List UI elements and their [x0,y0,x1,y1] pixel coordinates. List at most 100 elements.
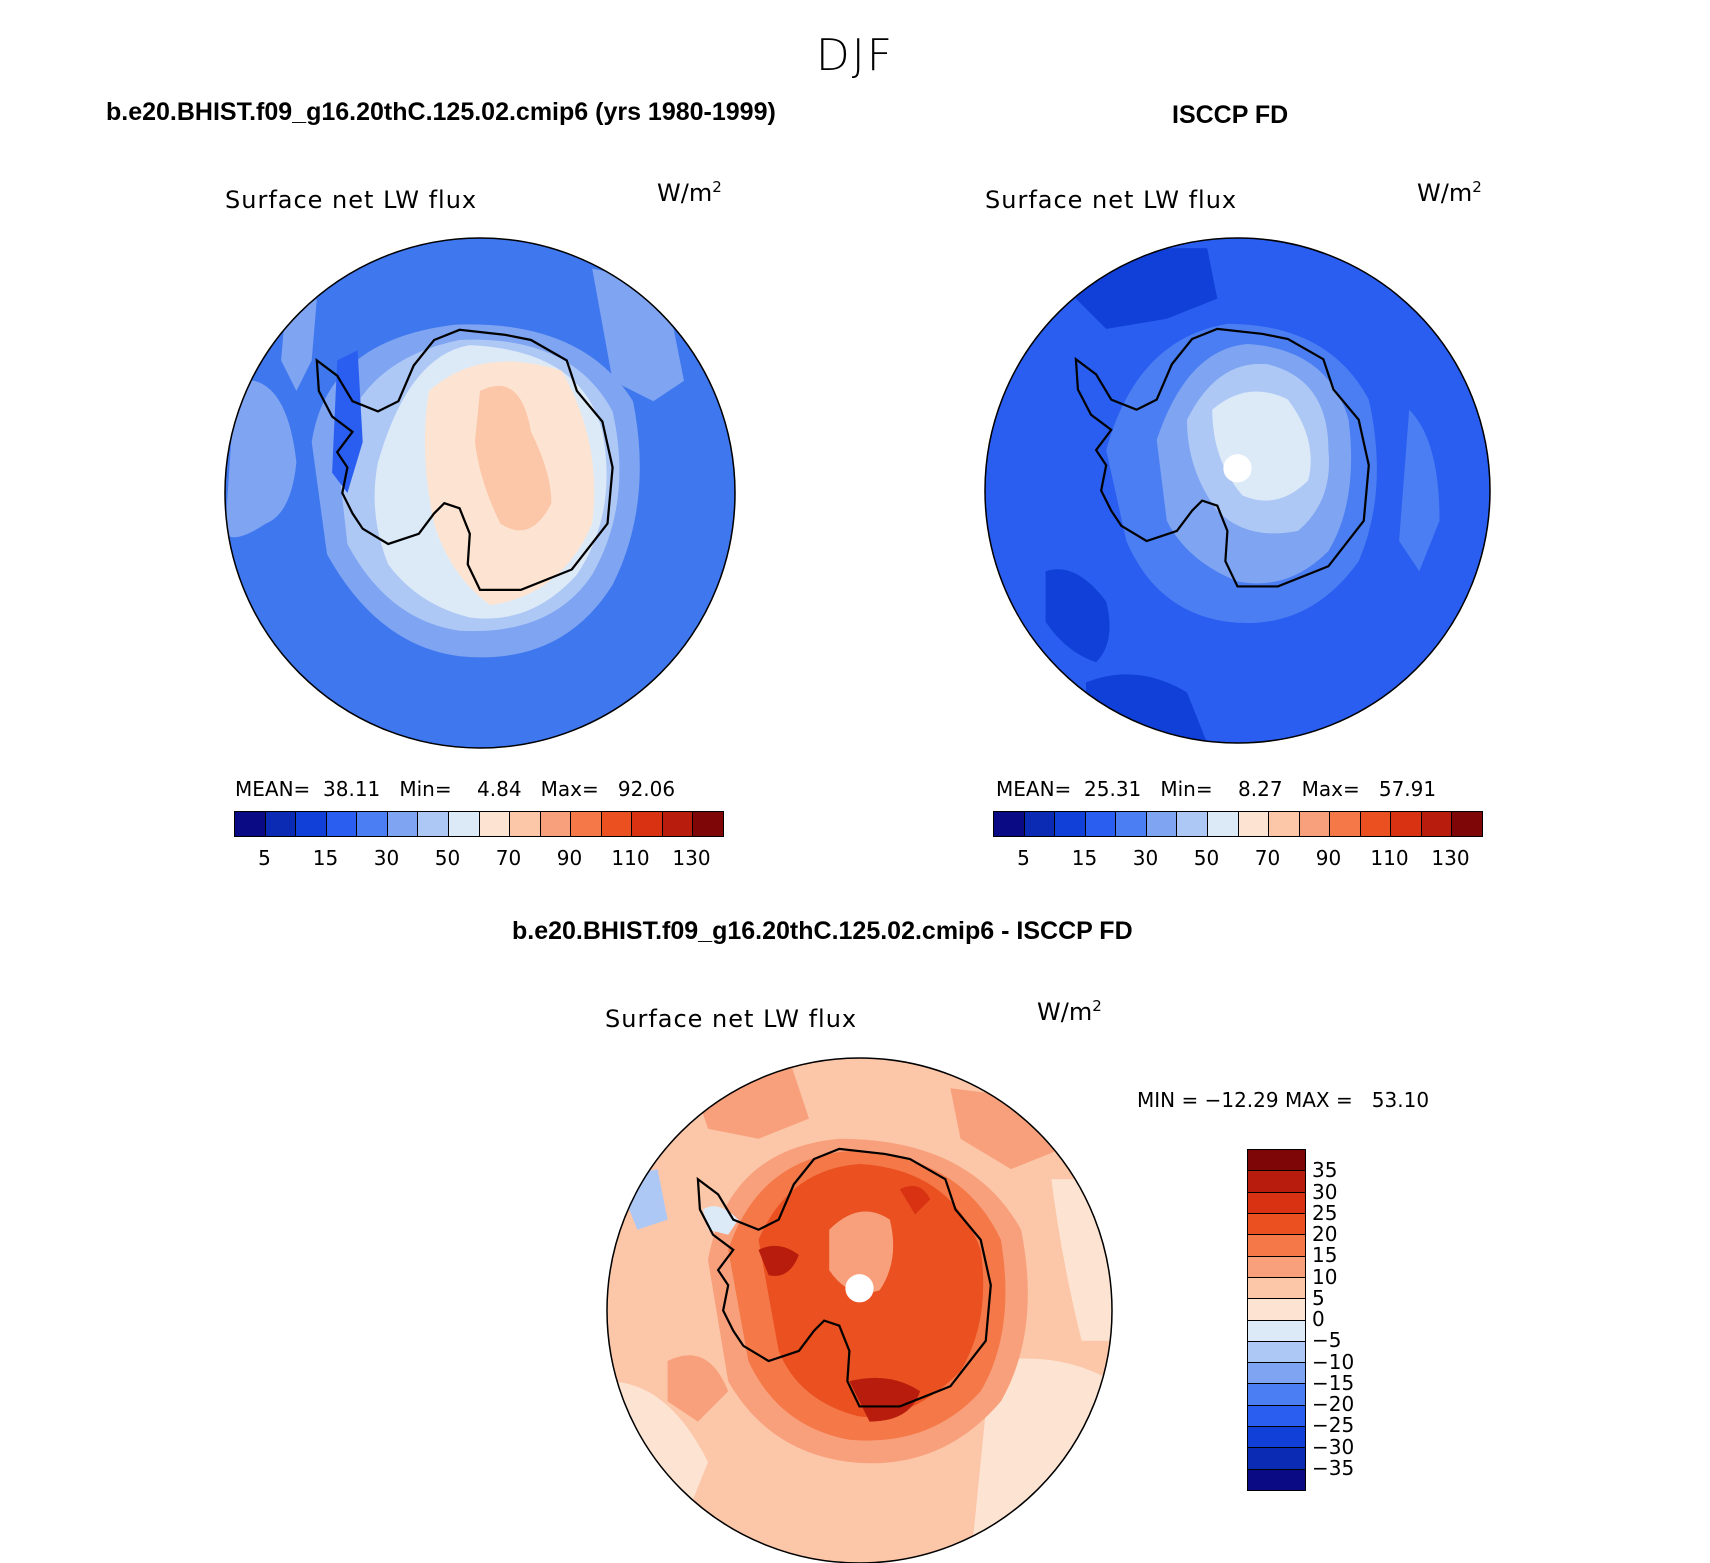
model-units: W/m2 [657,178,722,207]
diff-colorbar-tick-label: −5 [1312,1328,1342,1353]
diff-colorbar [1247,1149,1306,1491]
diff-colorbar-box [1248,1320,1305,1342]
diff-colorbar-box [1248,1277,1305,1300]
model-field-patch [225,379,297,538]
obs-colorbar-box [1238,812,1270,836]
model-colorbar-box [601,812,633,836]
diff-colorbar-tick-label: 20 [1312,1222,1338,1246]
obs-colorbar-box [1269,812,1300,836]
diff-colorbar-box [1248,1341,1305,1364]
diff-colorbar-box [1248,1384,1305,1406]
diff-case-title: b.e20.BHIST.f09_g16.20thC.125.02.cmip6 -… [512,917,1133,945]
model-colorbar-box [571,812,602,836]
diff-colorbar-box [1248,1235,1305,1257]
obs-colorbar-box [1085,812,1117,836]
model-field-patch [592,268,684,402]
model-colorbar-tick-label: 70 [495,846,522,870]
diff-hotspot [849,1377,921,1422]
diff-colorbar-tick-label: −35 [1312,1455,1355,1480]
model-colorbar-box [662,812,694,836]
diff-coastline [696,1147,992,1408]
season-title: DJF [815,30,895,81]
model-colorbar-box [265,812,297,836]
model-colorbar-tick-label: 90 [556,846,583,870]
diff-colorbar-box [1248,1171,1305,1193]
diff-center-cool [829,1211,894,1293]
obs-colorbar-box [1360,812,1392,836]
obs-coastline [1074,327,1370,588]
diff-colorbar-box [1248,1213,1305,1236]
model-plot-title: Surface net LW flux [225,186,478,214]
diff-colorbar-box [1248,1405,1305,1428]
model-colorbar [234,811,724,837]
model-map [224,237,736,749]
model-colorbar-ticks: 5 15 30 50 70 90 110 130 [234,846,722,872]
obs-colorbar-tick-label: 90 [1315,846,1342,870]
model-case-title: b.e20.BHIST.f09_g16.20thC.125.02.cmip6 (… [106,98,776,126]
diff-colorbar-box [1248,1256,1305,1278]
obs-colorbar-tick-label: 5 [1017,846,1030,870]
diff-colorbar-box [1248,1448,1305,1470]
diff-colorbar-tick-label: 0 [1312,1307,1325,1331]
obs-colorbar-box [1391,812,1422,836]
obs-colorbar-box [1452,812,1482,836]
diff-colorbar-tick-label: 25 [1312,1200,1338,1225]
obs-colorbar-tick-label: 30 [1132,846,1159,870]
diff-colorbar-tick-label: −25 [1312,1413,1355,1438]
diff-colorbar-tick-label: 5 [1312,1285,1325,1310]
model-colorbar-box [693,812,723,836]
model-colorbar-box [235,812,266,836]
obs-map [984,237,1491,744]
obs-colorbar-box [994,812,1025,836]
diff-hotspot [758,1245,799,1276]
model-colorbar-tick-label: 30 [373,846,400,870]
model-colorbar-box [632,812,663,836]
diff-stats: MIN = −12.29 MAX = 53.10 [1137,1088,1430,1112]
model-coastline [315,328,614,592]
model-colorbar-tick-label: 5 [258,846,271,870]
diff-colorbar-tick-label: 10 [1312,1264,1338,1289]
diff-colorbar-tick-label: −30 [1312,1434,1355,1459]
model-colorbar-tick-label: 130 [672,846,711,870]
obs-colorbar-box [1421,812,1453,836]
obs-colorbar-box [1055,812,1086,836]
diff-colorbar-box [1248,1427,1305,1449]
obs-colorbar-box [1177,812,1208,836]
diff-pole-mask [845,1274,874,1303]
obs-field-patch [1399,409,1440,572]
diff-colorbar-box [1248,1299,1305,1321]
obs-colorbar-tick-label: 70 [1254,846,1281,870]
diff-colorbar-tick-label: −20 [1312,1392,1355,1416]
obs-stats: MEAN= 25.31 Min= 8.27 Max= 57.91 [996,777,1437,801]
diff-colorbar-ticks: 35 30 25 20 15 10 5 0 −5 −10 −15 −20 −25 −30 −35 [1312,1149,1392,1489]
model-colorbar-box [296,812,327,836]
obs-colorbar-ticks: 5 15 30 50 70 90 110 130 [993,846,1481,872]
model-colorbar-box [479,812,511,836]
obs-colorbar-box [1207,812,1239,836]
obs-colorbar-tick-label: 130 [1431,846,1470,870]
diff-hotspot [899,1185,931,1215]
model-colorbar-box [418,812,449,836]
model-colorbar-tick-label: 110 [611,846,650,870]
obs-colorbar-box [1330,812,1361,836]
diff-colorbar-box [1248,1469,1305,1490]
obs-pole-mask [1223,454,1252,483]
obs-map-border [984,237,1491,744]
model-colorbar-box [540,812,572,836]
diff-colorbar-box [1248,1150,1305,1172]
obs-plot-title: Surface net LW flux [985,186,1238,214]
obs-units: W/m2 [1417,178,1482,207]
obs-field-patch [1045,569,1110,663]
diff-field-patch [667,1355,729,1422]
diff-colorbar-tick-label: 30 [1312,1179,1338,1204]
model-colorbar-box [326,812,358,836]
model-colorbar-box [448,812,480,836]
model-plateau-core [474,385,552,531]
diff-plot-title: Surface net LW flux [605,1005,858,1033]
model-colorbar-box [387,812,419,836]
diff-colorbar-tick-label: 35 [1312,1158,1338,1183]
model-colorbar-box [357,812,388,836]
obs-colorbar-box [1299,812,1331,836]
obs-colorbar-box [1116,812,1147,836]
model-colorbar-box [510,812,541,836]
